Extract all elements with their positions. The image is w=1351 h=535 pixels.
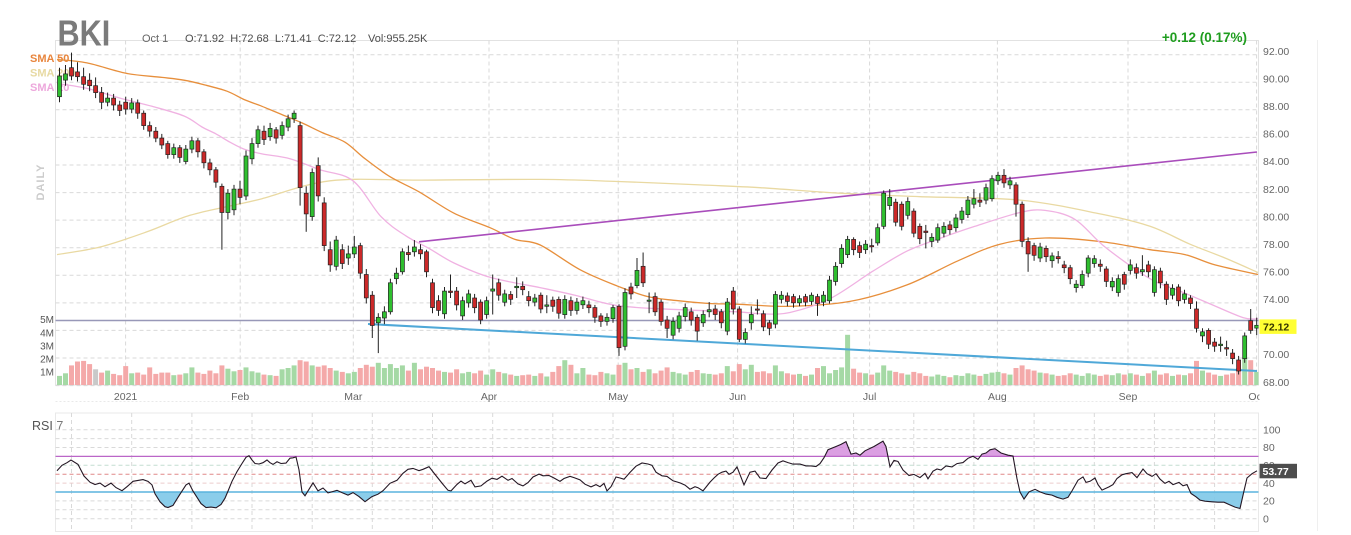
svg-text:80: 80 (1263, 442, 1275, 454)
svg-text:40: 40 (1263, 478, 1275, 490)
svg-text:Mar: Mar (344, 391, 363, 403)
svg-text:2M: 2M (40, 354, 54, 365)
svg-text:May: May (608, 391, 629, 403)
svg-text:74.00: 74.00 (1263, 294, 1289, 306)
svg-text:82.00: 82.00 (1263, 184, 1289, 196)
svg-text:78.00: 78.00 (1263, 239, 1289, 251)
svg-text:0: 0 (1263, 513, 1269, 525)
svg-text:70.00: 70.00 (1263, 349, 1289, 361)
svg-text:4M: 4M (40, 328, 54, 339)
svg-text:80.00: 80.00 (1263, 211, 1289, 223)
svg-text:90.00: 90.00 (1263, 74, 1289, 86)
svg-text:88.00: 88.00 (1263, 101, 1289, 113)
svg-text:O:71.92 H:72.68 L:71.41 C:7: O:71.92 H:72.68 L:71.41 C:72.12 (185, 33, 356, 45)
svg-text:DAILY: DAILY (35, 164, 47, 201)
svg-text:Apr: Apr (481, 391, 498, 403)
svg-text:Vol:955.25K: Vol:955.25K (368, 33, 428, 45)
svg-text:5M: 5M (40, 315, 54, 326)
svg-text:86.00: 86.00 (1263, 129, 1289, 141)
svg-text:1M: 1M (40, 367, 54, 378)
svg-text:Feb: Feb (231, 391, 249, 403)
svg-text:BKI: BKI (58, 13, 111, 54)
svg-text:53.77: 53.77 (1263, 466, 1289, 478)
svg-text:SMA 50: SMA 50 (30, 53, 69, 65)
svg-text:2021: 2021 (114, 391, 138, 403)
svg-text:Aug: Aug (988, 391, 1007, 403)
svg-text:68.00: 68.00 (1263, 377, 1289, 389)
svg-text:92.00: 92.00 (1263, 46, 1289, 58)
svg-text:100: 100 (1263, 424, 1281, 436)
svg-text:3M: 3M (40, 341, 54, 352)
svg-text:Oct 1: Oct 1 (142, 33, 168, 45)
svg-text:Jun: Jun (729, 391, 746, 403)
svg-text:SMA 200: SMA 200 (30, 68, 75, 80)
svg-text:76.00: 76.00 (1263, 267, 1289, 279)
svg-text:72.12: 72.12 (1263, 322, 1289, 334)
svg-text:20: 20 (1263, 496, 1275, 508)
svg-text:+0.12 (0.17%): +0.12 (0.17%) (1162, 30, 1247, 45)
svg-text:Jul: Jul (863, 391, 876, 403)
svg-text:Oct: Oct (1248, 391, 1264, 403)
svg-text:84.00: 84.00 (1263, 156, 1289, 168)
svg-text:Sep: Sep (1119, 391, 1138, 403)
svg-text:RSI 7: RSI 7 (32, 419, 63, 433)
